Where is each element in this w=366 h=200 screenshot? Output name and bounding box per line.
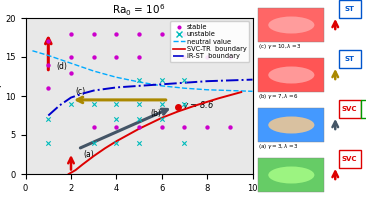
Point (159, 79, 165, 82)
Text: (c) $\gamma=10, \lambda=3$: (c) $\gamma=10, \lambda=3$ (258, 42, 302, 51)
Point (136, 118, 142, 121)
Text: SVC: SVC (342, 156, 357, 162)
Point (136, 55, 142, 59)
Text: (d) $\gamma=13, \lambda=1$: (d) $\gamma=13, \lambda=1$ (258, 0, 303, 1)
Legend: stable, unstable, neutral value, SVC-TR  boundary, IR-ST  boundary: stable, unstable, neutral value, SVC-TR … (170, 21, 249, 62)
Point (182, 102, 187, 105)
Text: (c): (c) (75, 87, 86, 96)
Point (113, 102, 119, 105)
Point (113, 118, 119, 121)
Point (45, 118, 51, 121)
Point (159, 118, 165, 121)
Text: ST: ST (344, 6, 355, 12)
Point (68, 32, 74, 35)
Point (159, 32, 165, 35)
FancyBboxPatch shape (339, 150, 361, 168)
Point (227, 126, 233, 129)
Point (68, 55, 74, 59)
Point (182, 126, 187, 129)
Text: (b) $\gamma=7, \lambda=6$: (b) $\gamma=7, \lambda=6$ (258, 92, 299, 101)
Point (68, 71, 74, 74)
Point (45, 40, 51, 43)
Ellipse shape (268, 17, 314, 33)
Text: SVC: SVC (342, 106, 357, 112)
Text: (b): (b) (150, 109, 161, 118)
Point (91, 102, 97, 105)
Point (227, 55, 233, 59)
Point (113, 55, 119, 59)
Point (182, 32, 187, 35)
Point (91, 55, 97, 59)
Text: (a) $\gamma=3, \lambda=3$: (a) $\gamma=3, \lambda=3$ (258, 142, 299, 151)
Text: (d): (d) (56, 62, 67, 71)
Point (136, 126, 142, 129)
Text: $\gamma$ = 8.6: $\gamma$ = 8.6 (182, 99, 214, 112)
Point (204, 55, 210, 59)
Ellipse shape (268, 166, 314, 184)
Point (136, 102, 142, 105)
FancyBboxPatch shape (258, 8, 324, 42)
Point (204, 126, 210, 129)
Point (136, 141, 142, 144)
Point (91, 32, 97, 35)
Point (136, 79, 142, 82)
Point (91, 126, 97, 129)
Point (45, 141, 51, 144)
Point (182, 55, 187, 59)
Point (113, 141, 119, 144)
Title: Ra$_0$ = 10$^6$: Ra$_0$ = 10$^6$ (112, 2, 166, 18)
FancyBboxPatch shape (361, 100, 366, 118)
Ellipse shape (268, 116, 314, 134)
Point (91, 141, 97, 144)
FancyBboxPatch shape (339, 0, 361, 18)
Text: ST: ST (344, 56, 355, 62)
FancyBboxPatch shape (339, 50, 361, 68)
Text: (a): (a) (83, 150, 94, 159)
Point (45, 63, 51, 66)
Point (136, 32, 142, 35)
Ellipse shape (268, 66, 314, 84)
Point (113, 126, 119, 129)
Point (113, 32, 119, 35)
X-axis label: Horizontal wavelength $\lambda$: Horizontal wavelength $\lambda$ (84, 198, 194, 200)
FancyBboxPatch shape (339, 100, 361, 118)
Point (159, 102, 165, 105)
Point (159, 126, 165, 129)
Y-axis label: $\gamma$: $\gamma$ (0, 84, 1, 96)
Point (68, 102, 74, 105)
Point (182, 79, 187, 82)
FancyBboxPatch shape (258, 108, 324, 142)
Point (45, 87, 51, 90)
Point (182, 141, 187, 144)
FancyBboxPatch shape (258, 158, 324, 192)
FancyBboxPatch shape (258, 58, 324, 92)
